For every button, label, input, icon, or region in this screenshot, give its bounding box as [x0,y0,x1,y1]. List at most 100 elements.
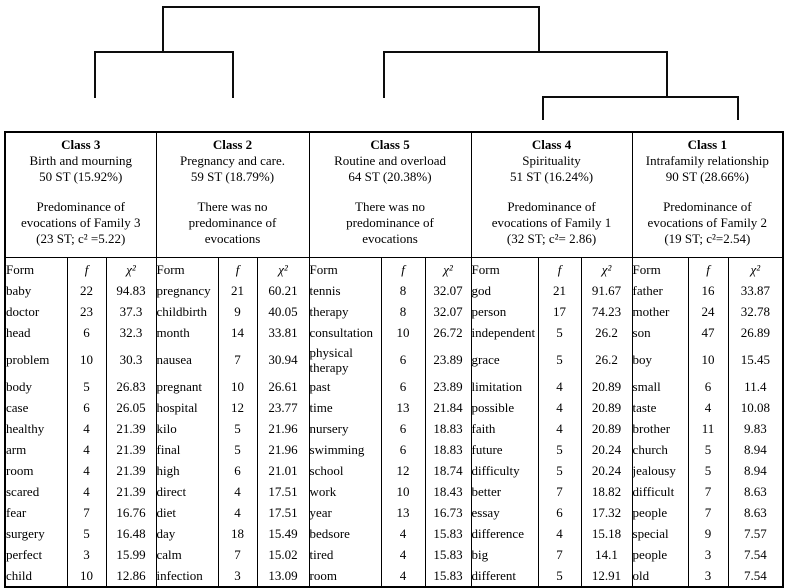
chi-square-cell: 17.32 [580,502,633,523]
chi-square-column-header: χ² [424,257,472,280]
frequency-cell: 6 [66,322,106,343]
chi-square-cell: 37.3 [105,301,156,322]
frequency-column-header: f [687,257,729,280]
frequency-cell: 13 [380,502,426,523]
form-cell: infection [155,565,218,587]
note-line: (23 ST; c² =5.22) [36,231,126,246]
form-cell: therapy [308,301,382,322]
frequency-cell: 4 [380,565,426,587]
form-cell: surgery [4,523,67,544]
form-cell: pregnancy [155,280,218,301]
form-cell: room [4,460,67,481]
chi-square-cell: 10.08 [727,397,784,418]
chi-square-cell: 20.89 [580,397,633,418]
chi-square-cell: 23.77 [256,397,310,418]
form-cell: doctor [4,301,67,322]
form-cell: people [631,502,689,523]
form-cell: faith [470,418,539,439]
classification-table: Class 3 Birth and mourning 50 ST (15.92%) P… [4,131,785,588]
frequency-cell: 23 [66,301,106,322]
table-row: body 5 26.83 pregnant 10 26.61 past 6 23.89 limit… [4,376,784,397]
chi-square-cell: 18.83 [424,418,472,439]
frequency-cell: 5 [537,343,582,376]
frequency-cell: 21 [217,280,257,301]
form-cell: possible [470,397,539,418]
class-subtitle: Spirituality [522,153,581,168]
class-st-count: 50 ST (15.92%) [39,169,123,184]
chi-square-cell: 15.45 [727,343,784,376]
note-line: (32 ST; c²= 2.86) [506,231,597,246]
form-cell: calm [155,544,218,565]
table-row: scared 4 21.39 direct 4 17.51 work 10 18.43 bette… [4,481,784,502]
form-cell: big [470,544,539,565]
form-cell: arm [4,439,67,460]
frequency-cell: 3 [687,544,729,565]
frequency-column-header: f [217,257,257,280]
frequency-cell: 17 [537,301,582,322]
form-cell: person [470,301,539,322]
form-cell: work [308,481,382,502]
chi-square-cell: 32.78 [727,301,784,322]
form-cell: direct [155,481,218,502]
frequency-column-header: f [380,257,426,280]
form-cell: church [631,439,689,460]
chi-square-cell: 23.89 [424,343,472,376]
class-subtitle: Routine and overload [334,153,446,168]
frequency-cell: 12 [380,460,426,481]
form-cell: mother [631,301,689,322]
chi-square-cell: 21.01 [256,460,310,481]
frequency-cell: 10 [380,481,426,502]
chi-square-cell: 30.3 [105,343,156,376]
note-line: evocations of Family 1 [491,215,612,230]
frequency-cell: 4 [380,523,426,544]
form-cell: problem [4,343,67,376]
frequency-cell: 7 [687,481,729,502]
class-header-class-4: Class 4 Spirituality 51 ST (16.24%) Predomi… [470,131,633,258]
chi-square-cell: 7.57 [727,523,784,544]
class-subtitle: Pregnancy and care. [179,153,286,168]
note-line: Predominance of [507,199,596,214]
form-cell: nursery [308,418,382,439]
form-cell: different [470,565,539,587]
form-cell: tennis [308,280,382,301]
chi-square-cell: 33.81 [256,322,310,343]
class-header-class-1: Class 1 Intrafamily relationship 90 ST (28… [631,131,784,258]
chi-square-cell: 16.48 [105,523,156,544]
chi-square-cell: 26.2 [580,322,633,343]
form-cell: limitation [470,376,539,397]
form-cell: kilo [155,418,218,439]
class-subtitle: Birth and mourning [29,153,133,168]
class-header-class-2: Class 2 Pregnancy and care. 59 ST (18.79%)… [155,131,310,258]
dendrogram [94,5,739,120]
chi-square-cell: 20.24 [580,439,633,460]
chi-square-cell: 7.54 [727,565,784,587]
form-cell: case [4,397,67,418]
form-cell: childbirth [155,301,218,322]
class-header-note: There was no predominance of evocations [159,199,307,247]
chi-square-cell: 23.89 [424,376,472,397]
frequency-cell: 7 [66,502,106,523]
frequency-cell: 4 [537,376,582,397]
chi-square-cell: 21.39 [105,481,156,502]
chi-square-cell: 40.05 [256,301,310,322]
frequency-cell: 5 [66,523,106,544]
chi-square-cell: 16.76 [105,502,156,523]
chi-square-cell: 8.63 [727,502,784,523]
frequency-cell: 10 [687,343,729,376]
class-title: Class 4 [531,137,572,152]
form-cell: independent [470,322,539,343]
frequency-cell: 4 [217,481,257,502]
class-st-count: 90 ST (28.66%) [665,169,749,184]
chi-square-cell: 26.61 [256,376,310,397]
class-title: Class 2 [212,137,253,152]
class-header-note: Predominance of evocations of Family 3 (23… [8,199,154,247]
chi-square-cell: 21.96 [256,439,310,460]
table-row: child 10 12.86 infection 3 13.09 room 4 15.83 dif… [4,565,784,587]
chi-square-column-header: χ² [727,257,784,280]
frequency-cell: 6 [380,439,426,460]
form-cell: nausea [155,343,218,376]
form-cell: boy [631,343,689,376]
chi-square-cell: 60.21 [256,280,310,301]
class-st-count: 59 ST (18.79%) [190,169,275,184]
chi-square-cell: 15.02 [256,544,310,565]
